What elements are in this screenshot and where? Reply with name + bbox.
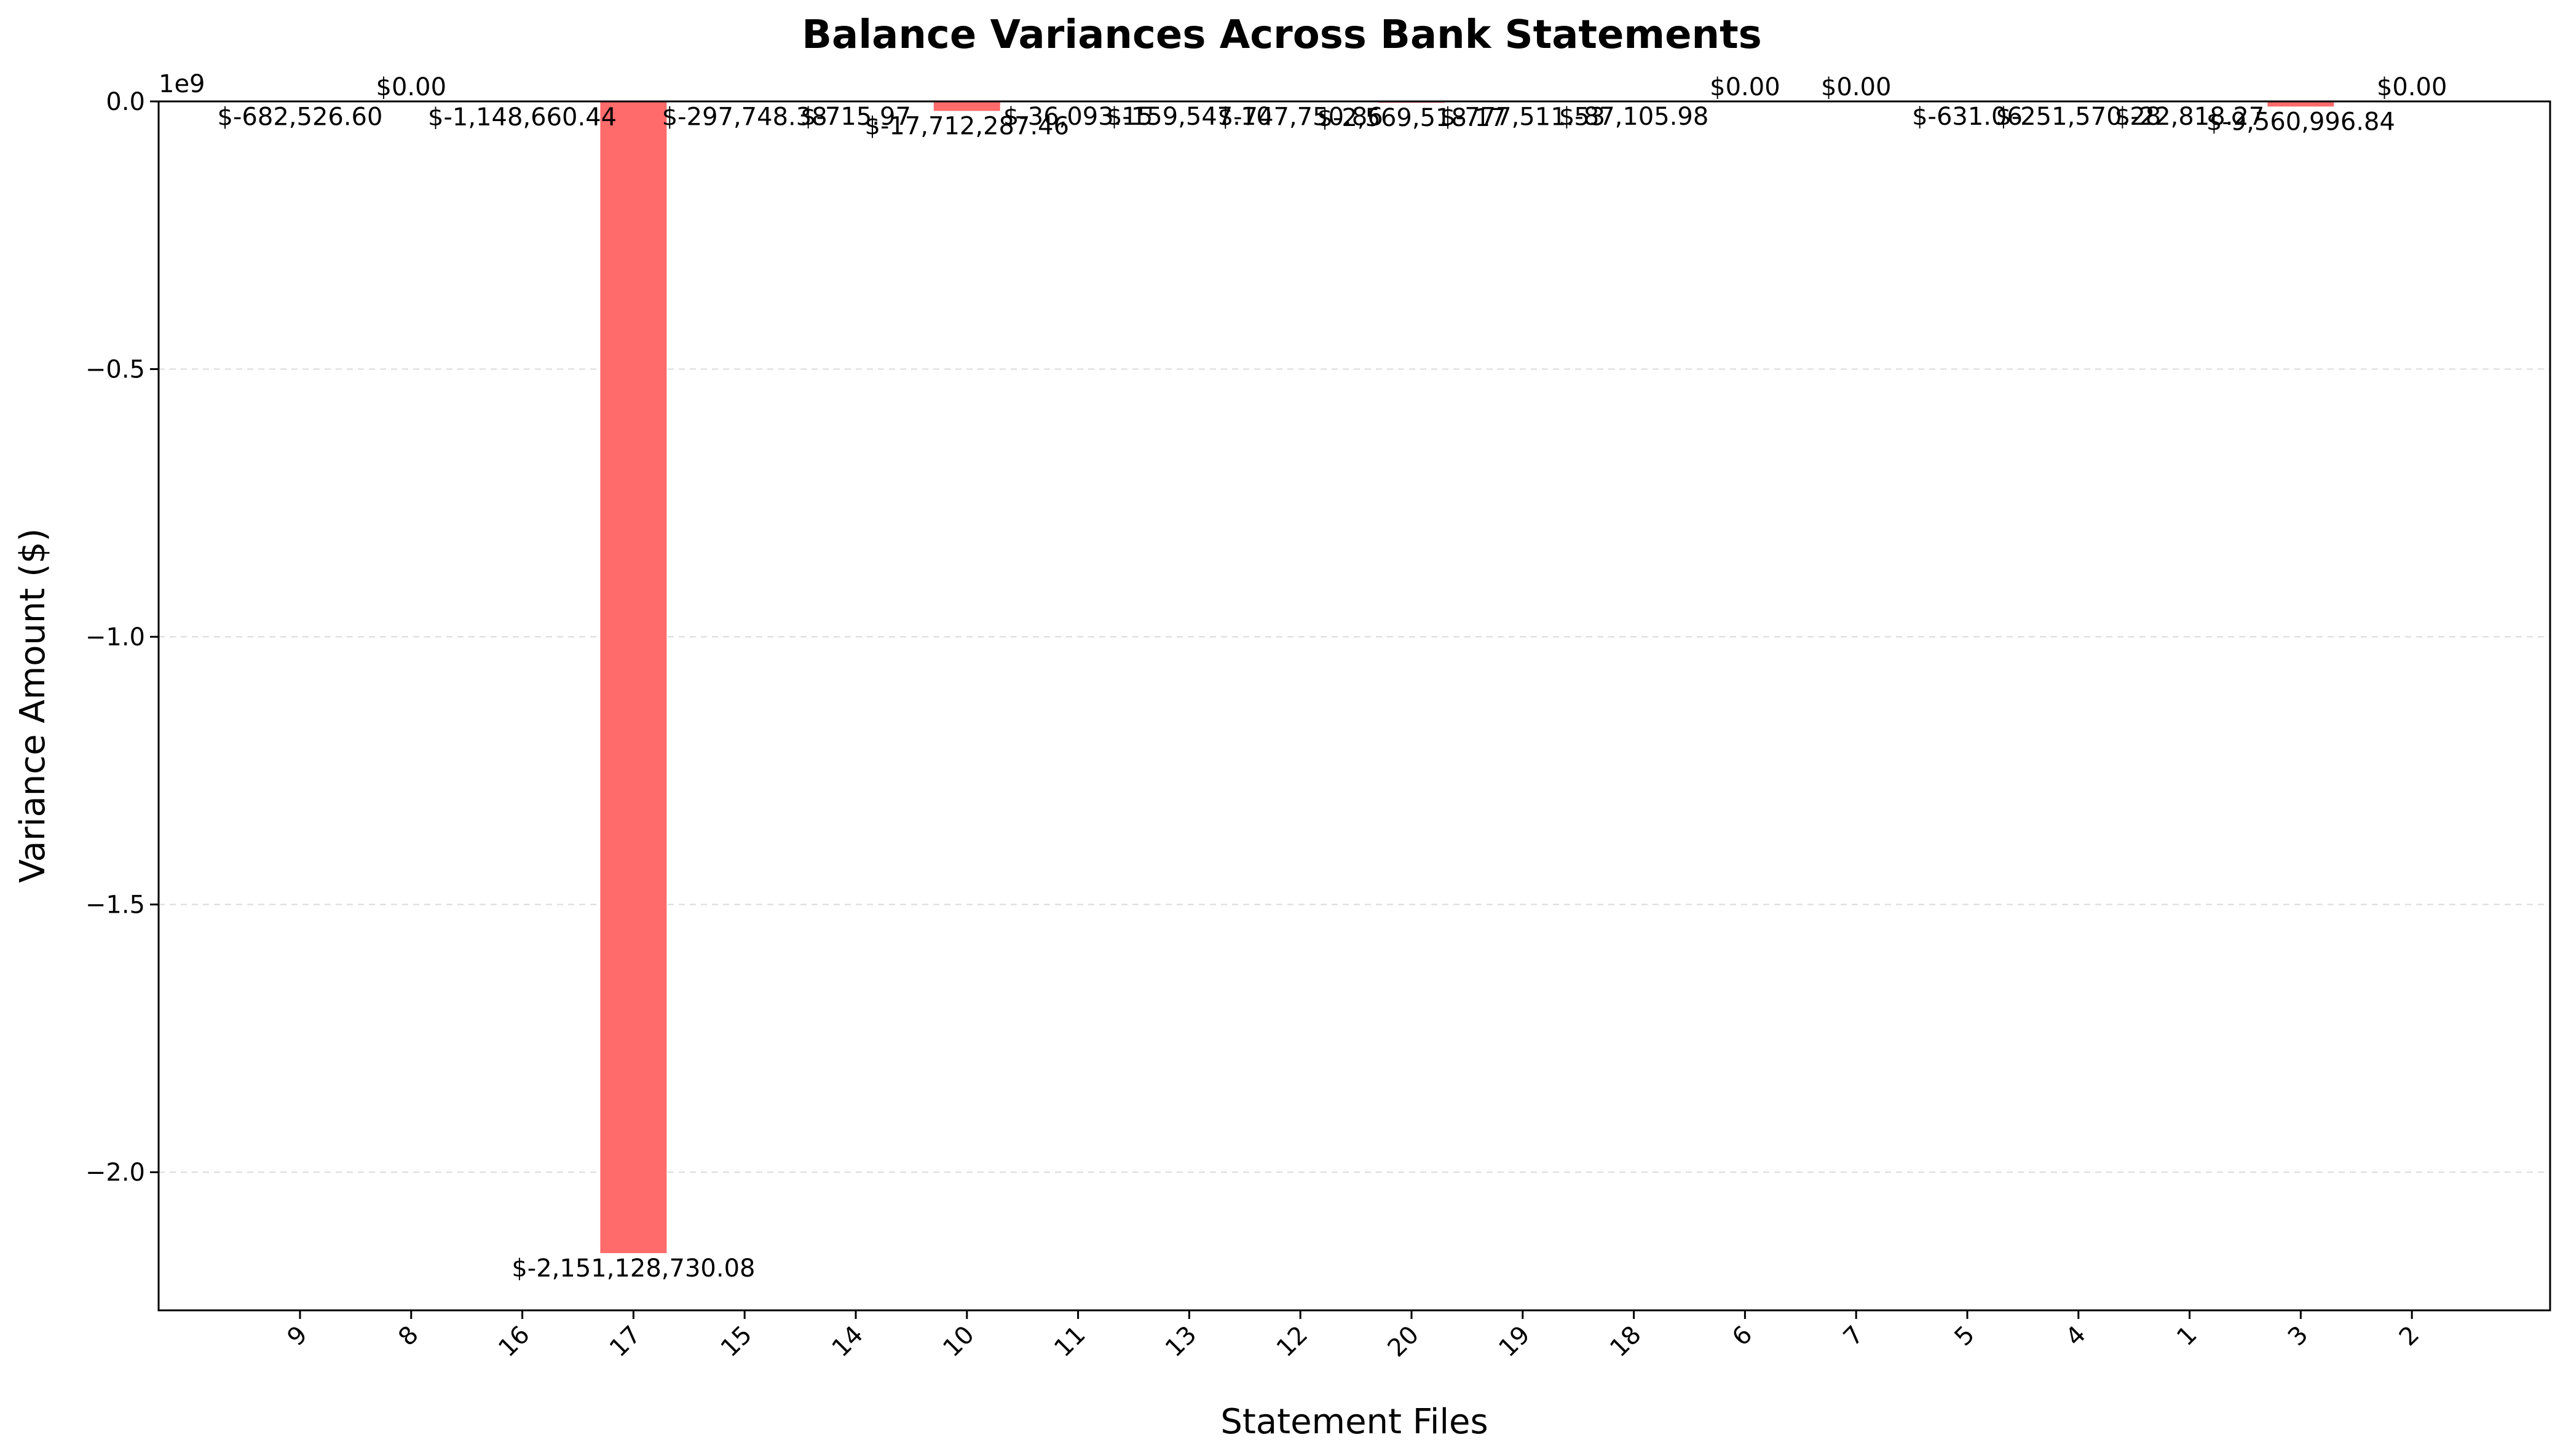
x-tick-label: 15	[716, 1321, 758, 1363]
plot-frame	[157, 100, 2551, 1312]
y-tick-label: −1.0	[85, 623, 145, 651]
x-tick-label: 6	[1727, 1321, 1758, 1352]
x-tick-label: 1	[2171, 1321, 2203, 1352]
y-tick-label: −1.5	[85, 891, 145, 919]
data-labels-group: $-682,526.60$0.00$-1,148,660.44$-2,151,1…	[218, 73, 2447, 1283]
data-label: $-631.06	[1912, 103, 2023, 131]
data-label: $-36,093.15	[1003, 103, 1153, 131]
y-tick-label: −2.0	[85, 1159, 145, 1187]
y-axis-label: Variance Amount ($)	[13, 529, 53, 883]
y-tick-label: 0.0	[106, 88, 145, 116]
chart-title: Balance Variances Across Bank Statements	[802, 12, 1762, 58]
bar	[2267, 101, 2334, 107]
x-tick-label: 3	[2283, 1321, 2314, 1352]
x-tick-label: 8	[393, 1321, 424, 1352]
bar	[933, 101, 1000, 111]
data-label: $-2,151,128,730.08	[511, 1254, 755, 1283]
x-tick-label: 11	[1049, 1321, 1091, 1363]
y-axis-offset-label: 1e9	[159, 70, 205, 98]
x-axis: 9 8 16 17 15 14 10 11 13 12 20 19 18 6 7 5 4 1 3 2	[282, 1310, 2425, 1363]
data-label: $-747,750.86	[1218, 103, 1383, 132]
x-tick-label: 2	[2394, 1321, 2425, 1352]
data-label: $0.00	[376, 73, 447, 101]
data-label: $-715.97	[800, 103, 911, 131]
y-gridlines	[159, 101, 2550, 1173]
x-axis-label: Statement Files	[1220, 1402, 1488, 1442]
x-tick-label: 14	[827, 1321, 869, 1363]
data-label: $-87,105.98	[1559, 103, 1708, 131]
x-tick-label: 5	[1949, 1321, 1981, 1352]
data-label: $-777,511.53	[1440, 103, 1605, 132]
x-tick-label: 19	[1493, 1321, 1536, 1363]
x-tick-label: 20	[1383, 1321, 1425, 1363]
data-label: $-1,148,660.44	[428, 103, 617, 132]
data-label: $-9,560,996.84	[2206, 108, 2395, 136]
data-label: $0.00	[2377, 73, 2447, 101]
x-tick-label: 9	[282, 1321, 314, 1352]
data-label: $0.00	[1710, 73, 1780, 101]
data-label: $-297,748.38	[662, 103, 827, 131]
x-tick-label: 16	[493, 1321, 535, 1363]
x-tick-label: 10	[938, 1321, 980, 1363]
data-label: $-2,569,518.17	[1317, 104, 1506, 132]
data-label: $-22,818.27	[2115, 103, 2264, 131]
x-tick-label: 12	[1271, 1321, 1314, 1363]
data-label: $0.00	[1821, 73, 1892, 101]
data-label: $-17,712,287.46	[865, 112, 1070, 140]
y-tick-label: −0.5	[85, 356, 145, 384]
data-label: $-159,547.10	[1107, 103, 1272, 131]
x-tick-label: 17	[604, 1321, 647, 1363]
bar	[600, 101, 667, 1253]
x-tick-label: 13	[1160, 1321, 1203, 1363]
x-tick-label: 4	[2060, 1321, 2091, 1352]
x-tick-label: 7	[1838, 1321, 1870, 1352]
bars-group	[267, 101, 2334, 1253]
x-tick-label: 18	[1605, 1321, 1647, 1363]
data-label: $-251,570.28	[1996, 103, 2161, 131]
y-axis: 0.0 −0.5 −1.0 −1.5 −2.0	[85, 88, 159, 1187]
data-label: $-682,526.60	[218, 103, 383, 132]
